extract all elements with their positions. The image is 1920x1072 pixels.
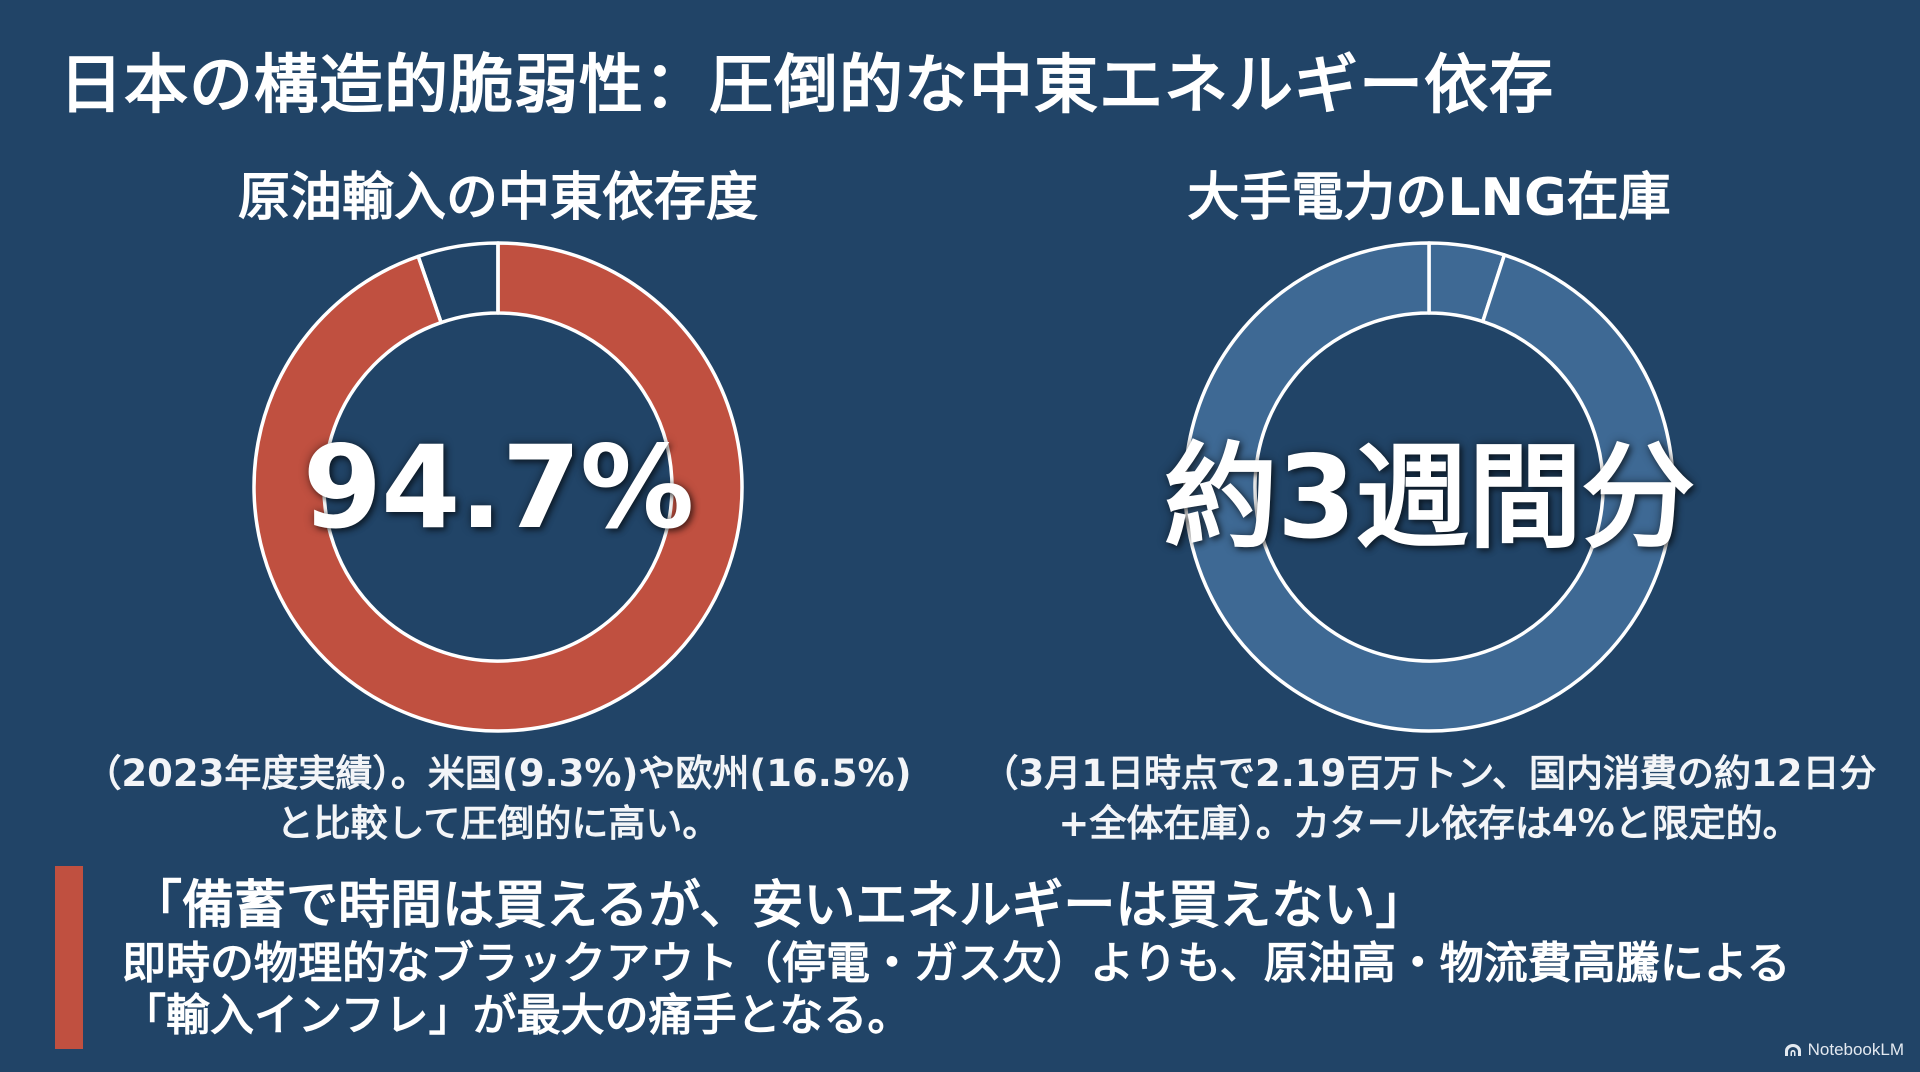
lng-inventory-weeks: 約3週間分 [1163, 430, 1695, 564]
donut-segment [252, 241, 744, 733]
lng-inventory-caption: （3月1日時点で2.19百万トン、国内消費の約12日分 +全体在庫）。カタール依… [959, 749, 1899, 849]
lng-inventory-donut-chart [1183, 241, 1675, 733]
caption-line: （3月1日時点で2.19百万トン、国内消費の約12日分 [981, 752, 1877, 795]
caption-line: と比較して圧倒的に高い。 [276, 802, 720, 845]
notebooklm-icon [1784, 1044, 1801, 1056]
oil-dependence-percentage: 94.7% [302, 420, 694, 554]
watermark-label: NotebookLM [1807, 1040, 1904, 1059]
donut-segment [416, 241, 500, 325]
oil-dependence-heading: 原油輸入の中東依存度 [237, 168, 758, 228]
oil-dependence-donut-chart [252, 241, 744, 733]
callout-quote: 「備蓄で時間は買えるが、安いエネルギーは買えない」 [130, 876, 1428, 936]
callout-body: 即時の物理的なブラックアウト（停電・ガス欠）よりも、原油高・物流費高騰による 「… [122, 938, 1790, 1042]
callout-body-line: 即時の物理的なブラックアウト（停電・ガス欠）よりも、原油高・物流費高騰による [122, 938, 1791, 989]
callout-body-line: 「輸入インフレ」が最大の痛手となる。 [122, 990, 912, 1041]
lng-inventory-center-value: 約3週間分 [1164, 237, 1695, 737]
slide-title: 日本の構造的脆弱性：圧倒的な中東エネルギー依存 [59, 49, 1554, 123]
callout-accent-bar [55, 866, 83, 1049]
oil-dependence-caption: （2023年度実績）。米国(9.3%)や欧州(16.5%) と比較して圧倒的に高… [28, 749, 968, 849]
notebooklm-watermark: NotebookLM [1784, 1040, 1904, 1060]
caption-line: （2023年度実績）。米国(9.3%)や欧州(16.5%) [84, 752, 912, 795]
oil-dependence-center-value: 94.7% [248, 237, 748, 737]
caption-line: +全体在庫）。カタール依存は4%と限定的。 [1058, 802, 1800, 845]
donut-segment [1183, 241, 1675, 733]
lng-inventory-heading: 大手電力のLNG在庫 [1187, 168, 1671, 228]
